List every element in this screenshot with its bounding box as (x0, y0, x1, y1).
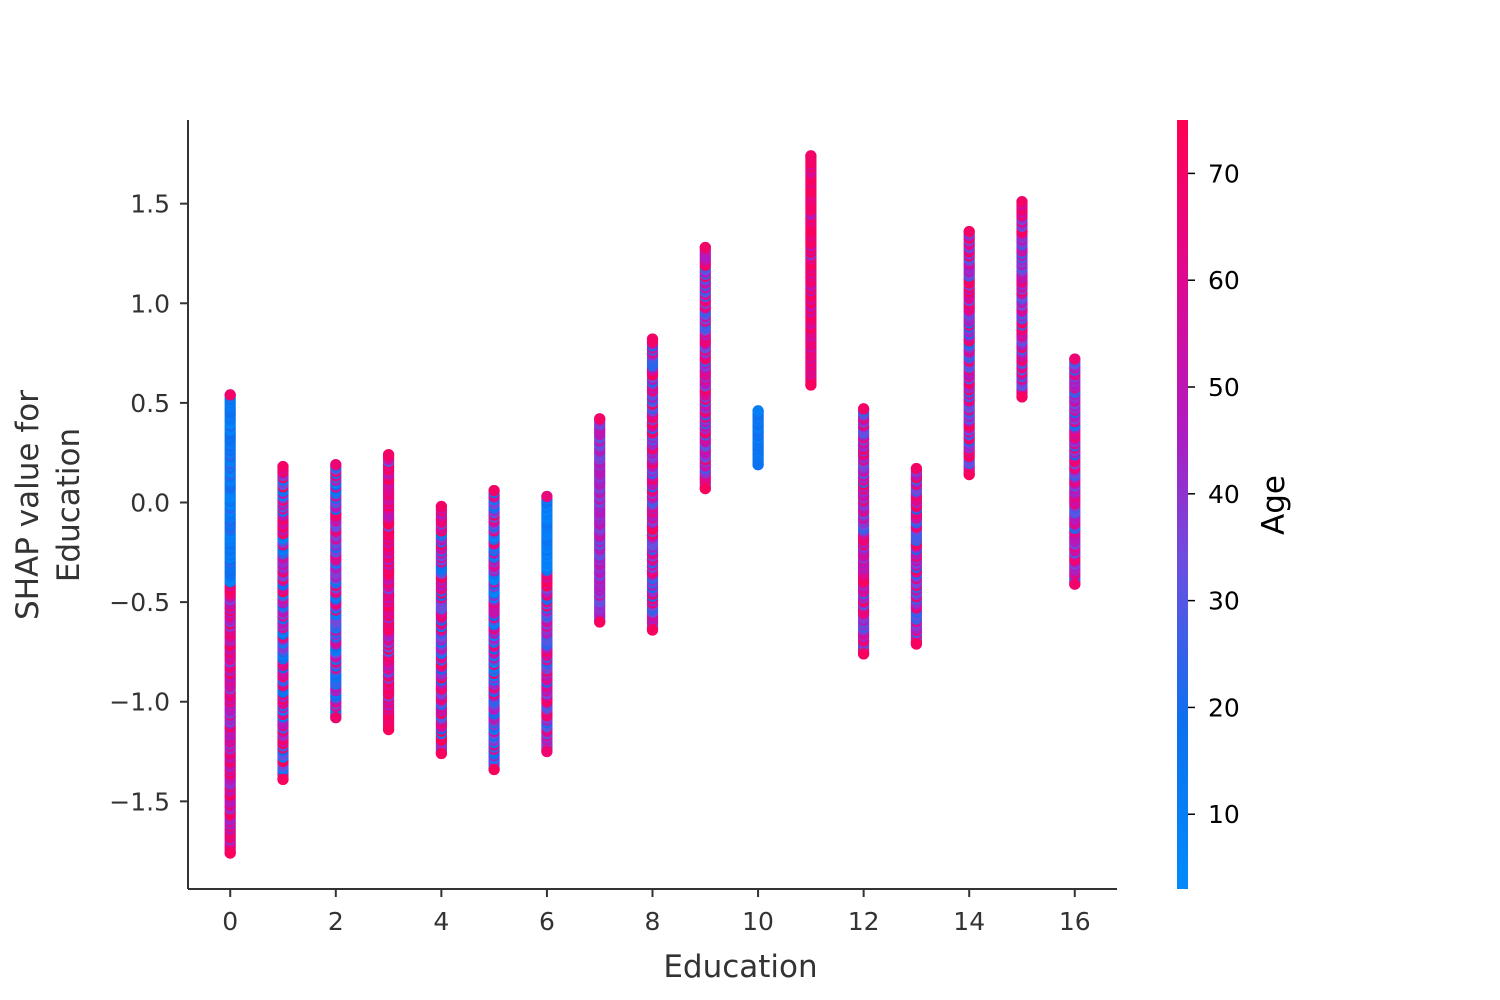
y-tick-label: −0.5 (109, 588, 170, 617)
data-point (1069, 353, 1081, 365)
data-point (752, 405, 764, 417)
scatter-points (224, 150, 1081, 859)
data-point (963, 469, 975, 481)
data-point (541, 745, 553, 758)
data-point (277, 773, 289, 786)
data-point (963, 226, 975, 238)
x-tick-label: 14 (953, 907, 985, 936)
data-point (805, 150, 817, 162)
x-tick-label: 2 (328, 907, 344, 936)
x-tick-label: 0 (222, 907, 238, 936)
data-point (1016, 196, 1028, 208)
colorbar-tick-label: 30 (1208, 587, 1240, 616)
y-tick-label: 1.5 (130, 190, 170, 219)
data-point (910, 638, 923, 650)
data-point (594, 413, 606, 425)
data-point (1069, 578, 1081, 590)
y-axis-title-line: Education (51, 428, 87, 582)
colorbar-gradient (1177, 120, 1188, 889)
data-point (910, 463, 923, 475)
y-tick-label: 0.0 (130, 489, 170, 518)
y-tick-label: 1.0 (130, 289, 170, 318)
y-tick-label: −1.0 (109, 688, 170, 717)
data-point (277, 461, 289, 473)
x-axis-title: Education (663, 949, 817, 985)
data-point (330, 712, 342, 724)
data-point (383, 724, 395, 736)
data-point (330, 459, 342, 471)
data-point (435, 747, 447, 760)
data-point (488, 485, 500, 497)
axes: 0 2 4 6 8 10 12 14 16 −1.5 −1.0 −0.5 0.0 0.5 1.0 1.5 Edu… (10, 120, 1117, 985)
colorbar-title: Age (1256, 475, 1292, 535)
data-point (594, 616, 606, 628)
x-tick-label: 8 (645, 907, 661, 936)
x-tick-label: 16 (1059, 907, 1091, 936)
data-point (646, 624, 659, 636)
data-point (541, 490, 553, 503)
y-tick-label: −1.5 (109, 787, 170, 816)
data-point (699, 241, 711, 254)
x-tick-label: 4 (433, 907, 449, 936)
data-point (224, 389, 236, 401)
colorbar-tick-label: 10 (1208, 800, 1240, 829)
colorbar-tick-label: 40 (1208, 480, 1240, 509)
colorbar-tick-label: 20 (1208, 693, 1240, 722)
data-point (858, 648, 870, 660)
x-tick-label: 10 (742, 907, 774, 936)
colorbar-tick-label: 50 (1208, 373, 1240, 402)
y-tick-label: 0.5 (130, 389, 170, 418)
data-point (805, 379, 817, 391)
colorbar: 10 20 30 40 50 60 70 Age (1177, 120, 1292, 889)
data-point (488, 763, 500, 776)
data-point (858, 403, 870, 415)
x-tick-label: 6 (539, 907, 555, 936)
colorbar-tick-label: 70 (1208, 159, 1240, 188)
x-tick-label: 12 (848, 907, 880, 936)
y-axis-title: SHAP value for Education (10, 390, 87, 620)
colorbar-tick-label: 60 (1208, 266, 1240, 295)
data-point (383, 449, 395, 461)
data-point (224, 847, 236, 859)
data-point (1016, 391, 1028, 403)
y-axis-title-line: SHAP value for (10, 390, 46, 620)
data-point (646, 333, 659, 345)
data-point (699, 483, 711, 495)
data-point (752, 459, 764, 471)
data-point (435, 500, 447, 513)
